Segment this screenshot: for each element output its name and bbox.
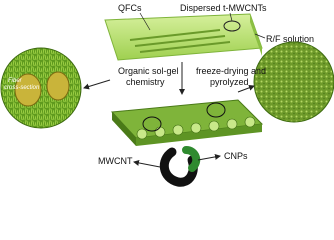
diagram: QFCs Dispersed t-MWCNTs R/F solution Fib…	[0, 3, 334, 187]
fiber-cross-section	[14, 73, 42, 107]
label-dispersed: Dispersed t-MWCNTs	[180, 3, 267, 13]
body: QFCs Dispersed t-MWCNTs R/F solution Fib…	[0, 3, 334, 187]
label-sol-gel: Organic sol-gel	[118, 66, 179, 76]
arrow	[133, 159, 161, 168]
label-fiber: cross-section	[4, 85, 40, 91]
label-fiber: Fiber	[8, 78, 23, 84]
label-sol-gel: chemistry	[126, 77, 165, 87]
pointer	[229, 12, 233, 22]
arrow	[237, 84, 255, 93]
arrow	[83, 79, 111, 90]
arrow	[197, 153, 221, 161]
solution-slab	[104, 13, 263, 61]
label-qfcs: QFCs	[118, 3, 142, 13]
label-mwcnt: MWCNT	[98, 156, 133, 166]
pointer	[254, 33, 266, 39]
aerogel-image	[253, 41, 334, 123]
highlight-circle	[142, 116, 162, 132]
label-freeze: freeze-drying and	[196, 66, 266, 76]
page: {"labels": { "qfcs": "QFCs", "dispersed"…	[0, 3, 334, 187]
label-solution: R/F solution	[266, 34, 314, 44]
slab-side	[250, 14, 262, 56]
cnp-coating	[182, 146, 201, 172]
composite-side	[112, 112, 136, 146]
pointer	[139, 12, 151, 31]
fiber-cross-section	[46, 71, 70, 101]
composite-front	[136, 124, 262, 146]
label-freeze: pyrolyzed	[210, 77, 249, 87]
label-cnps: CNPs	[224, 151, 248, 161]
highlight-circle	[206, 102, 226, 118]
fibers	[129, 29, 231, 53]
